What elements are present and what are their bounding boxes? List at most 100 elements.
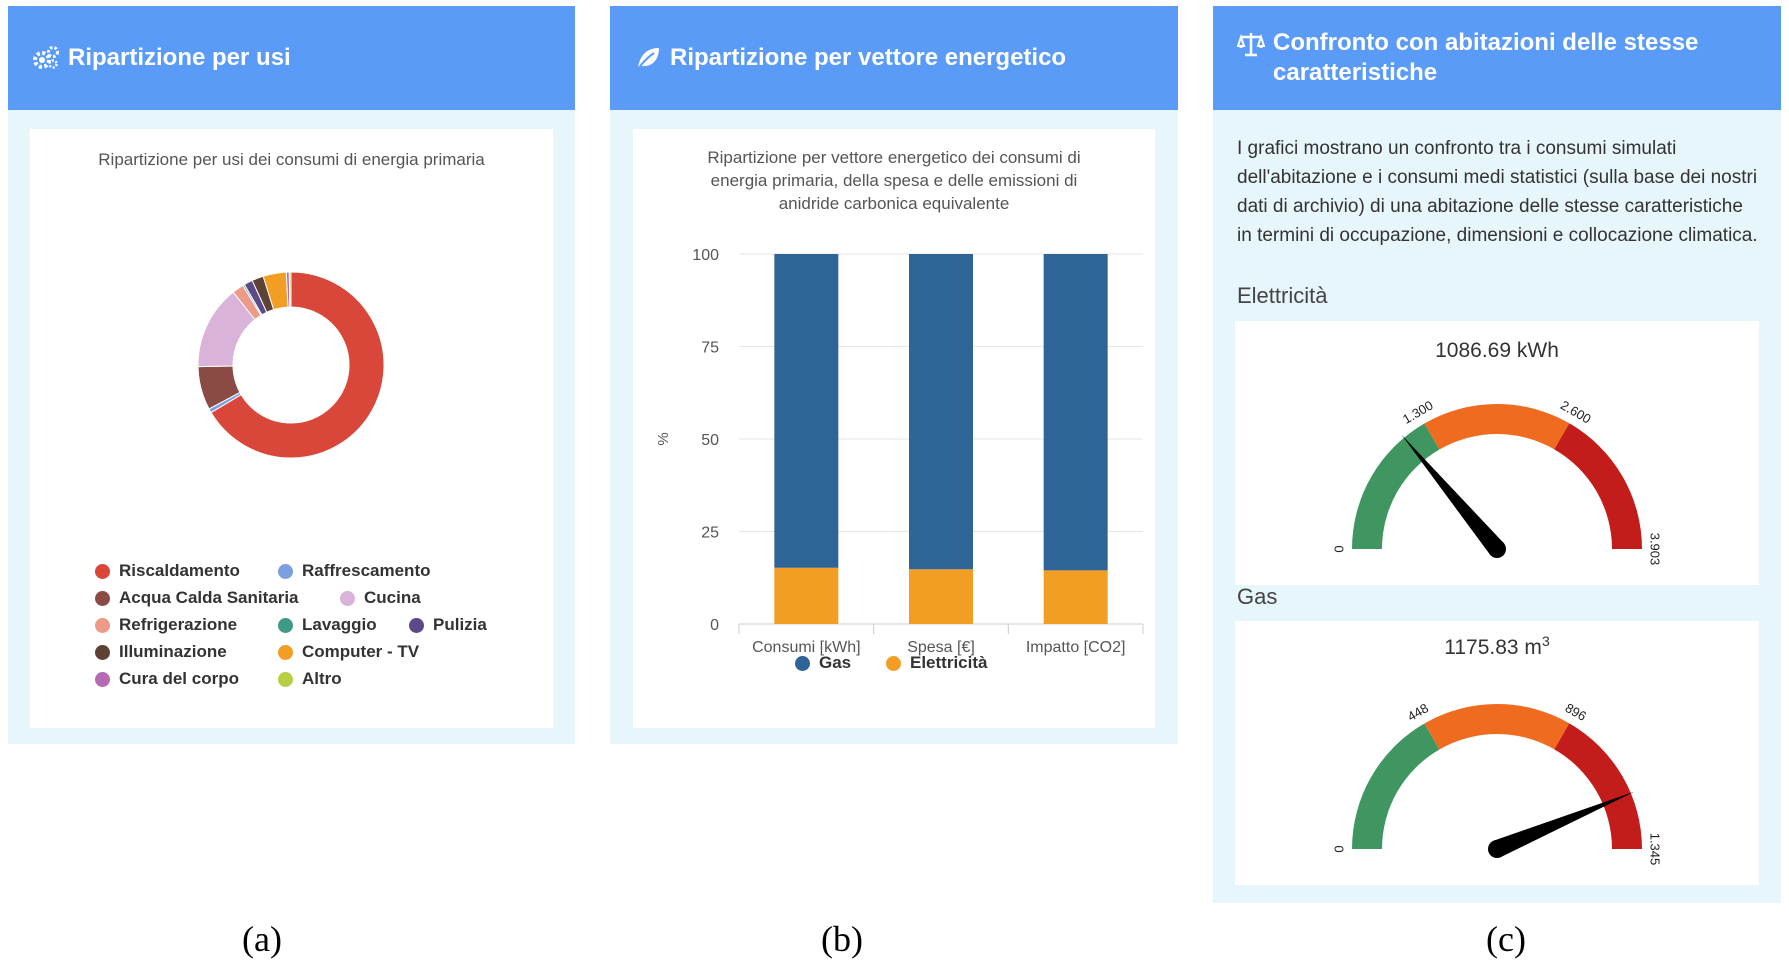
panel-header: Ripartizione per vettore energetico xyxy=(610,6,1178,110)
legend-marker xyxy=(278,563,293,579)
legend-marker xyxy=(95,671,110,687)
gauge-value: 1175.83 m xyxy=(1444,636,1542,659)
caption-c: (c) xyxy=(1486,919,1526,959)
stacked-bar-chart: 0 25 50 75 100% Consumi [kWh] Spesa [€] Impatto… xyxy=(655,247,1144,656)
legend-label: Refrigerazione xyxy=(119,615,238,634)
panel-header: Confronto con abitazioni delle stesse ca… xyxy=(1213,6,1781,110)
caption-b: (b) xyxy=(821,919,863,959)
pie-slice xyxy=(288,271,292,308)
gauge-card-electricity: 1086.69 kWh 0 1.300 2.600 3.903 xyxy=(1235,321,1759,585)
legend-label: Riscaldamento xyxy=(119,561,240,580)
legend-marker xyxy=(95,590,110,606)
y-tick-label: 100 xyxy=(692,247,719,264)
gauge-value-text: 1086.69 kWh xyxy=(1235,333,1759,363)
chart-card: Ripartizione per usi dei consumi di ener… xyxy=(30,129,553,728)
x-tick-label: Consumi [kWh] xyxy=(752,639,860,656)
gauge-tick-label: 448 xyxy=(1405,700,1431,724)
legend-label: Elettricità xyxy=(910,653,988,672)
legend-item[interactable]: Acqua Calda Sanitaria xyxy=(95,588,299,608)
x-tick-label: Impatto [CO2] xyxy=(1026,639,1126,656)
gauge-chart: 0 448 896 1.345 xyxy=(1331,700,1663,866)
bar-segment xyxy=(774,567,839,624)
bar-segment xyxy=(1043,254,1108,571)
y-axis-label: % xyxy=(655,432,672,445)
panel-energy-vector: Ripartizione per vettore energetico Ripa… xyxy=(610,6,1178,744)
legend-label: Lavaggio xyxy=(302,615,377,634)
y-tick-label: 25 xyxy=(701,525,719,542)
legend-item[interactable]: Raffrescamento xyxy=(278,561,431,581)
gauge-band xyxy=(1424,704,1570,750)
legend-item[interactable]: Riscaldamento xyxy=(95,561,240,581)
gauge-needle xyxy=(1493,791,1635,858)
legend-marker xyxy=(340,590,355,606)
legend-label: Illuminazione xyxy=(119,642,227,661)
donut-chart xyxy=(197,271,385,459)
legend-label: Gas xyxy=(819,653,852,672)
panel-comparison: Confronto con abitazioni delle stesse ca… xyxy=(1213,6,1781,903)
legend-marker xyxy=(95,563,110,579)
legend-item[interactable]: Cura del corpo xyxy=(95,669,239,689)
description-text: I grafici mostrano un confronto tra i co… xyxy=(1237,138,1758,246)
legend-marker xyxy=(409,617,424,633)
chart-title-line: anidride carbonica equivalente xyxy=(778,194,1010,213)
legend-item[interactable]: Elettricità xyxy=(886,653,987,673)
gauge-band xyxy=(1352,723,1440,849)
legend-label: Pulizia xyxy=(433,615,487,634)
gauge-band xyxy=(1424,404,1570,450)
panel-title: Confronto con abitazioni delle stesse ca… xyxy=(1273,29,1699,86)
gauge-band xyxy=(1554,723,1642,849)
gauge-tick-label: 0 xyxy=(1331,845,1346,852)
legend-item[interactable]: Altro xyxy=(278,669,342,689)
gauge-card-gas: 1175.83 m3 0 448 896 1.345 xyxy=(1235,621,1759,885)
gauge-tick-label: 0 xyxy=(1331,545,1346,552)
bar-segment xyxy=(909,569,973,624)
chart-title: Ripartizione per usi dei consumi di ener… xyxy=(98,150,485,169)
x-tick-label: Spesa [€] xyxy=(907,639,975,656)
bar-segment xyxy=(774,254,839,568)
legend-item[interactable]: Lavaggio xyxy=(278,615,377,635)
gauge-tick-label: 896 xyxy=(1563,700,1589,724)
pie-slice xyxy=(210,271,385,459)
leaf-icon xyxy=(637,48,659,70)
chart-title-line: Ripartizione per vettore energetico dei … xyxy=(707,148,1081,167)
panel-title: Ripartizione per vettore energetico xyxy=(670,44,1067,71)
panel-title: Ripartizione per usi xyxy=(68,44,291,71)
legend-label: Cucina xyxy=(364,588,421,607)
panel-usage-breakdown: Ripartizione per usi Ripartizione per us… xyxy=(8,6,575,744)
legend-marker xyxy=(278,671,293,687)
bar-segment xyxy=(909,254,973,570)
legend-item[interactable]: Gas xyxy=(795,653,851,673)
legend-marker xyxy=(95,617,110,633)
gauge-value: 1086.69 kWh xyxy=(1435,339,1559,362)
gauge-band xyxy=(1554,423,1642,549)
panel-header: Ripartizione per usi xyxy=(8,6,575,110)
gauge-tick-label: 3.903 xyxy=(1648,533,1663,566)
legend-label: Altro xyxy=(302,669,342,688)
caption-a: (a) xyxy=(242,919,282,959)
legend-marker xyxy=(886,655,901,671)
legend-item[interactable]: Computer - TV xyxy=(278,642,419,662)
gauge-pivot xyxy=(1488,540,1506,558)
y-tick-label: 0 xyxy=(710,617,719,634)
legend-item[interactable]: Pulizia xyxy=(409,615,487,635)
legend-marker xyxy=(795,655,810,671)
legend-label: Acqua Calda Sanitaria xyxy=(119,588,299,607)
section-label-electricity: Elettricità xyxy=(1237,283,1328,308)
gauge-unit-superscript: 3 xyxy=(1541,633,1550,649)
legend-label: Raffrescamento xyxy=(302,561,431,580)
balance-scale-icon xyxy=(1237,33,1265,57)
chart-title-line: energia primaria, della spesa e delle em… xyxy=(710,171,1078,190)
legend-item[interactable]: Refrigerazione xyxy=(95,615,237,635)
gauge-value-text: 1175.83 m3 xyxy=(1235,633,1759,660)
legend-label: Cura del corpo xyxy=(119,669,239,688)
legend-marker xyxy=(278,617,293,633)
chart-card: Ripartizione per vettore energetico dei … xyxy=(633,129,1155,728)
gauge-tick-label: 1.345 xyxy=(1648,833,1663,866)
legend-item[interactable]: Illuminazione xyxy=(95,642,227,662)
legend-marker xyxy=(278,644,293,660)
y-tick-label: 50 xyxy=(701,432,719,449)
legend-item[interactable]: Cucina xyxy=(340,588,421,608)
bar-segment xyxy=(1043,570,1108,624)
y-tick-label: 75 xyxy=(701,340,719,357)
